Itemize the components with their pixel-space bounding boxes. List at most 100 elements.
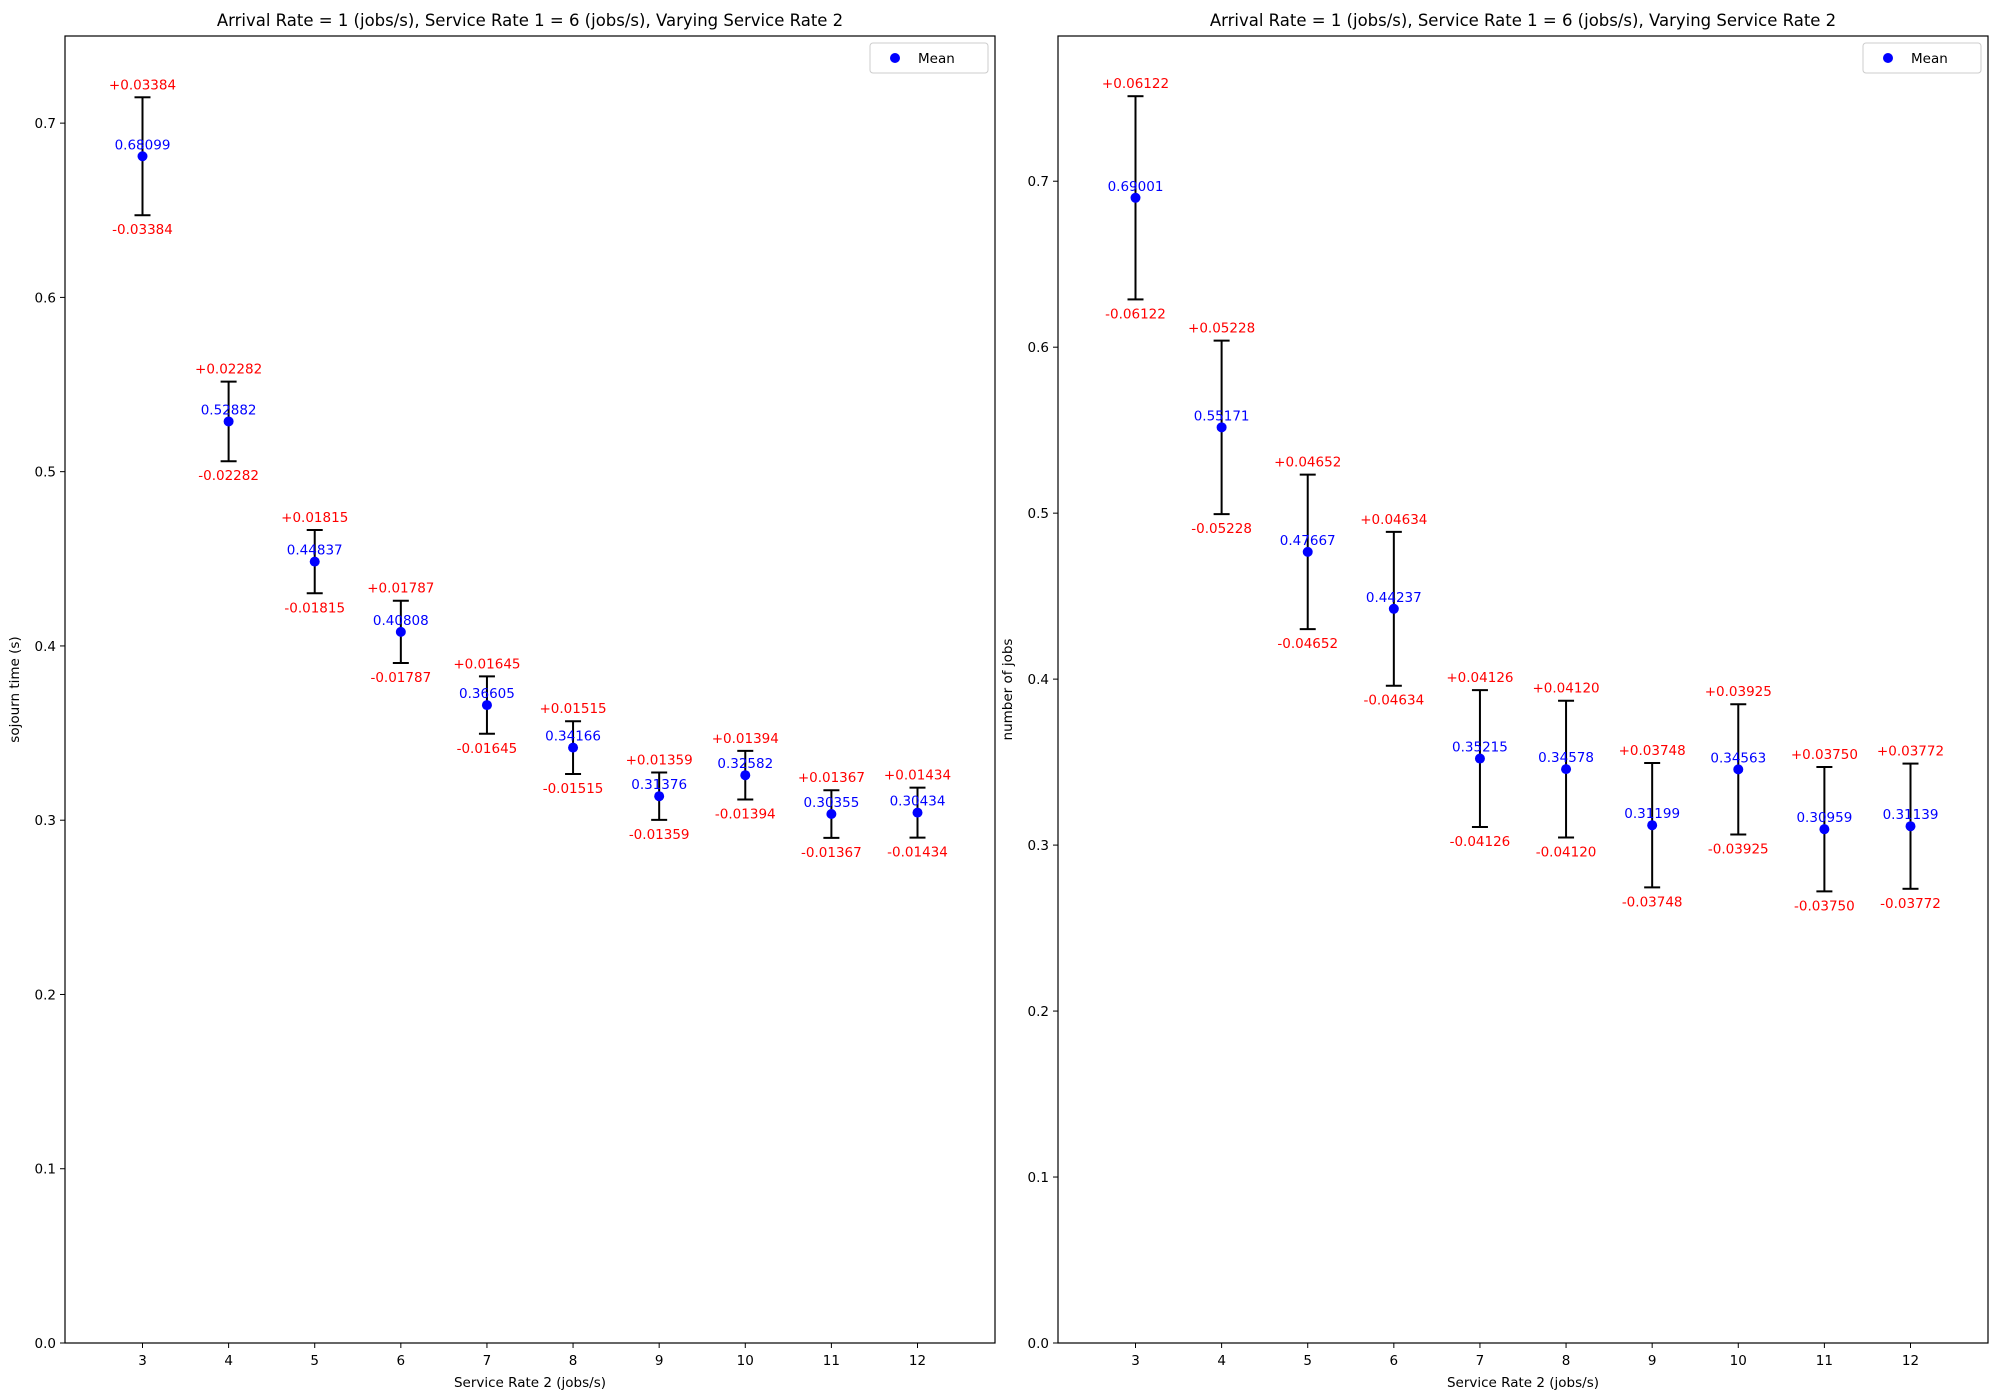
y-tick-label: 0.0: [35, 1336, 56, 1352]
upper-error-label: +0.01394: [712, 731, 779, 747]
x-axis-label: Service Rate 2 (jobs/s): [454, 1375, 606, 1391]
lower-error-label: -0.01359: [629, 827, 690, 843]
y-tick-label: 0.4: [35, 639, 56, 655]
x-tick-label: 11: [823, 1353, 840, 1369]
mean-value-label: 0.44837: [287, 543, 343, 559]
chart-title: Arrival Rate = 1 (jobs/s), Service Rate …: [217, 11, 843, 30]
axes-frame: [1057, 35, 1989, 1344]
mean-point: [309, 556, 320, 567]
lower-error-label: -0.01815: [284, 600, 345, 616]
legend-label: Mean: [918, 51, 955, 67]
y-tick-label: 0.0: [1028, 1336, 1049, 1352]
mean-point: [1474, 753, 1485, 764]
x-tick-label: 12: [1902, 1353, 1919, 1369]
y-tick-label: 0.5: [35, 465, 56, 481]
lower-error-label: -0.02282: [198, 468, 259, 484]
lower-error-label: -0.03384: [112, 222, 173, 238]
x-tick-label: 6: [397, 1353, 406, 1369]
upper-error-label: +0.04634: [1360, 512, 1427, 528]
mean-value-label: 0.31199: [1624, 806, 1680, 822]
upper-error-label: +0.03384: [109, 77, 176, 93]
mean-point: [1216, 422, 1227, 433]
y-tick-label: 0.6: [35, 290, 56, 306]
upper-error-label: +0.01515: [539, 701, 606, 717]
y-tick-label: 0.4: [1028, 672, 1049, 688]
x-tick-label: 4: [224, 1353, 233, 1369]
mean-point: [481, 700, 492, 711]
lower-error-label: -0.03772: [1880, 896, 1941, 912]
mean-point: [137, 151, 148, 162]
mean-point: [740, 770, 751, 781]
upper-error-label: +0.01434: [884, 768, 951, 784]
lower-error-label: -0.04652: [1277, 636, 1338, 652]
x-tick-label: 8: [1562, 1353, 1571, 1369]
chart-title: Arrival Rate = 1 (jobs/s), Service Rate …: [1210, 11, 1836, 30]
upper-error-label: +0.01787: [367, 581, 434, 597]
y-tick-label: 0.6: [1028, 340, 1049, 356]
upper-error-label: +0.01367: [798, 770, 865, 786]
upper-error-label: +0.04652: [1274, 455, 1341, 471]
mean-point: [1561, 764, 1572, 775]
mean-point: [1733, 764, 1744, 775]
y-tick-label: 0.1: [1028, 1170, 1049, 1186]
upper-error-label: +0.03925: [1705, 684, 1772, 700]
mean-point: [1819, 824, 1830, 835]
mean-point: [395, 626, 406, 637]
x-tick-label: 9: [655, 1353, 664, 1369]
x-tick-label: 7: [483, 1353, 492, 1369]
mean-point: [912, 807, 923, 818]
upper-error-label: +0.03750: [1791, 747, 1858, 763]
x-tick-label: 4: [1217, 1353, 1226, 1369]
x-tick-label: 11: [1816, 1353, 1833, 1369]
y-tick-label: 0.5: [1028, 506, 1049, 522]
mean-value-label: 0.31376: [631, 777, 687, 793]
lower-error-label: -0.03748: [1622, 894, 1683, 910]
mean-point: [223, 416, 234, 427]
mean-value-label: 0.47667: [1280, 533, 1336, 549]
lower-error-label: -0.04634: [1363, 693, 1424, 709]
y-tick-label: 0.3: [35, 813, 56, 829]
mean-point: [1647, 820, 1658, 831]
y-tick-label: 0.2: [1028, 1004, 1049, 1020]
x-tick-label: 3: [1131, 1353, 1140, 1369]
y-axis-label: sojourn time (s): [7, 636, 23, 742]
upper-error-label: +0.01815: [281, 510, 348, 526]
x-tick-label: 5: [310, 1353, 319, 1369]
mean-value-label: 0.34563: [1710, 750, 1766, 766]
mean-value-label: 0.32582: [717, 756, 773, 772]
legend-box: [1862, 42, 1982, 74]
legend: Mean: [869, 42, 989, 74]
mean-value-label: 0.34166: [545, 729, 601, 745]
upper-error-label: +0.04120: [1532, 681, 1599, 697]
chart-panel-1: Arrival Rate = 1 (jobs/s), Service Rate …: [7, 11, 996, 1391]
y-tick-label: 0.2: [35, 987, 56, 1003]
upper-error-label: +0.02282: [195, 362, 262, 378]
legend: Mean: [1862, 42, 1982, 74]
lower-error-label: -0.05228: [1191, 521, 1252, 537]
mean-value-label: 0.52882: [201, 402, 257, 418]
chart-panel-2: Arrival Rate = 1 (jobs/s), Service Rate …: [1000, 11, 1989, 1391]
upper-error-label: +0.06122: [1102, 76, 1169, 92]
upper-error-label: +0.03748: [1619, 743, 1686, 759]
mean-value-label: 0.30355: [803, 795, 859, 811]
lower-error-label: -0.03925: [1708, 842, 1769, 858]
lower-error-label: -0.03750: [1794, 898, 1855, 914]
upper-error-label: +0.04126: [1446, 670, 1513, 686]
lower-error-label: -0.01787: [370, 670, 431, 686]
lower-error-label: -0.01394: [715, 806, 776, 822]
mean-point: [1130, 192, 1141, 203]
upper-error-label: +0.01359: [626, 753, 693, 769]
mean-point: [1905, 821, 1916, 832]
x-tick-label: 7: [1476, 1353, 1485, 1369]
mean-value-label: 0.68099: [115, 137, 171, 153]
y-axis-label: number of jobs: [1000, 639, 1016, 741]
mean-point: [1388, 603, 1399, 614]
upper-error-label: +0.05228: [1188, 321, 1255, 337]
lower-error-label: -0.01645: [457, 741, 518, 757]
mean-value-label: 0.55171: [1194, 408, 1250, 424]
mean-value-label: 0.31139: [1883, 807, 1939, 823]
mean-point: [1302, 546, 1313, 557]
mean-value-label: 0.30434: [890, 794, 946, 810]
axes-frame: [64, 35, 996, 1344]
